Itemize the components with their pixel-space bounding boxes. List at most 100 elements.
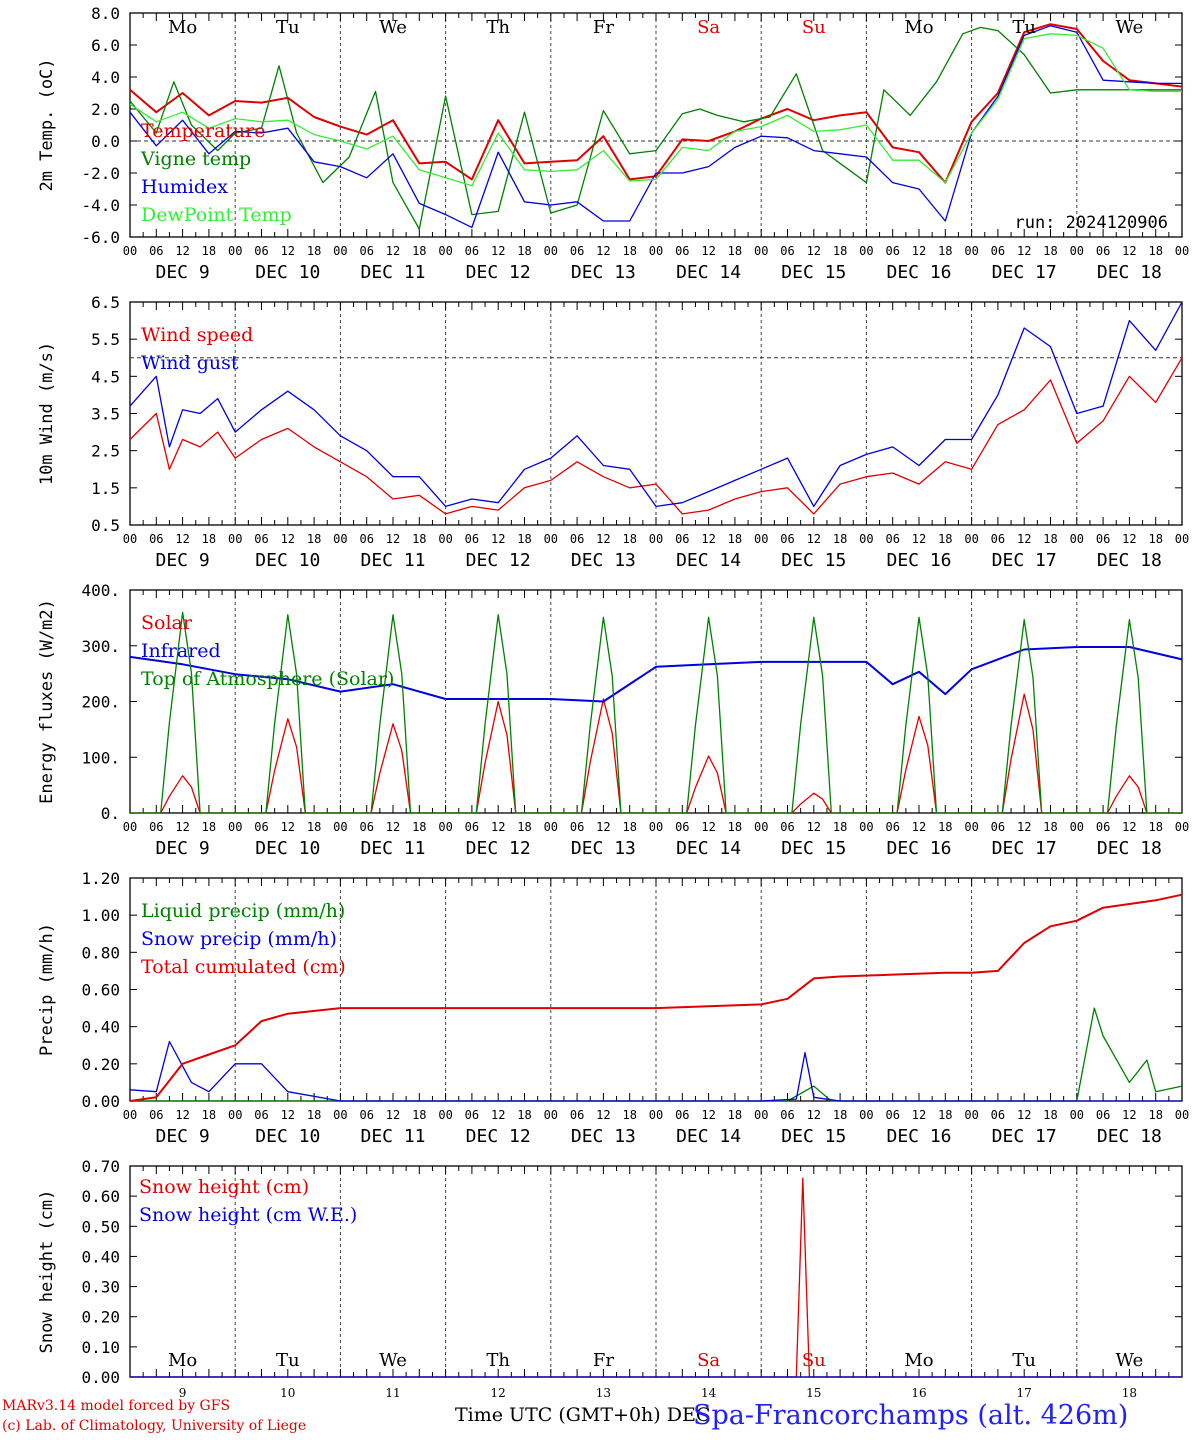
hour-label: 12 [1122, 532, 1136, 546]
hour-label: 18 [412, 244, 426, 258]
series-line [129, 357, 1183, 515]
hour-label: 00 [754, 820, 768, 834]
date-label: DEC 14 [676, 838, 741, 859]
hour-label: 06 [570, 244, 584, 258]
hour-label: 00 [544, 820, 558, 834]
hour-label: 18 [622, 244, 636, 258]
date-label: DEC 12 [466, 550, 531, 571]
hour-label: 12 [281, 1108, 295, 1122]
series-line [129, 23, 1183, 184]
hour-label: 18 [517, 1108, 531, 1122]
y-tick-label: 100. [81, 748, 120, 767]
hour-label: 06 [465, 532, 479, 546]
day-label: Mo [904, 1350, 933, 1371]
hour-label: 18 [307, 532, 321, 546]
hour-label: 00 [228, 820, 242, 834]
series-line [129, 1040, 1182, 1102]
y-tick-label: 1.5 [91, 479, 120, 498]
hour-label: 12 [701, 1108, 715, 1122]
date-label: DEC 9 [156, 838, 210, 859]
hour-label: 18 [833, 1108, 847, 1122]
hour-label: 12 [912, 1108, 926, 1122]
hour-label: 12 [386, 1108, 400, 1122]
hour-label: 00 [859, 244, 873, 258]
hour-label: 06 [570, 532, 584, 546]
hour-label: 00 [438, 244, 452, 258]
date-label: DEC 18 [1097, 1126, 1162, 1147]
hour-label: 06 [254, 244, 268, 258]
hour-label: 06 [885, 244, 899, 258]
series-line [129, 893, 1183, 1102]
hour-label: 06 [359, 532, 373, 546]
hour-label: 18 [202, 820, 216, 834]
hour-label: 00 [544, 244, 558, 258]
day-label: Sa [697, 1350, 720, 1371]
day-label: We [379, 1350, 407, 1371]
hour-label: 12 [701, 820, 715, 834]
hour-label: 18 [1043, 820, 1057, 834]
hour-label: 12 [701, 532, 715, 546]
hour-label: 18 [307, 244, 321, 258]
hour-label: 18 [517, 532, 531, 546]
y-tick-label: 5.5 [91, 330, 120, 349]
hour-label: 18 [412, 820, 426, 834]
hour-label: 00 [544, 1108, 558, 1122]
y-tick-label: -6.0 [81, 228, 120, 247]
y-tick-label: -2.0 [81, 164, 120, 183]
date-label: DEC 17 [992, 1126, 1057, 1147]
hour-label: 06 [359, 1108, 373, 1122]
series-line [129, 33, 1182, 187]
date-label: DEC 13 [571, 1126, 636, 1147]
hour-label: 00 [1175, 820, 1189, 834]
hour-label: 06 [885, 820, 899, 834]
hour-label: 06 [570, 1108, 584, 1122]
hour-label: 06 [780, 820, 794, 834]
hour-label: 12 [1017, 244, 1031, 258]
hour-label: 18 [1148, 820, 1162, 834]
date-label: DEC 15 [781, 550, 846, 571]
hour-label: 18 [833, 244, 847, 258]
hour-label: 18 [517, 244, 531, 258]
hour-label: 00 [228, 244, 242, 258]
legend-entry: Snow height (cm) [139, 1176, 309, 1198]
hour-label: 12 [491, 820, 505, 834]
date-label: DEC 12 [466, 1126, 531, 1147]
legend-entry: Top of Atmosphere (Solar) [141, 668, 394, 690]
date-label: DEC 14 [676, 262, 741, 283]
hour-label: 06 [149, 820, 163, 834]
date-label: DEC 12 [466, 262, 531, 283]
hour-label: 18 [307, 1108, 321, 1122]
hour-label: 00 [964, 820, 978, 834]
day-label: We [1116, 1350, 1144, 1371]
day-label: Th [486, 17, 510, 38]
hour-label: 18 [833, 532, 847, 546]
hour-label: 12 [281, 820, 295, 834]
hour-label: 12 [807, 1108, 821, 1122]
hour-label: 12 [491, 1108, 505, 1122]
legend-entry: Snow precip (mm/h) [141, 928, 337, 950]
date-label: DEC 18 [1097, 262, 1162, 283]
hour-label: 06 [149, 244, 163, 258]
hour-label: 06 [254, 532, 268, 546]
hour-label: 12 [596, 1108, 610, 1122]
hour-label: 12 [175, 532, 189, 546]
hour-label: 12 [491, 532, 505, 546]
legend-entry: Total cumulated (cm) [141, 956, 346, 978]
hour-label: 18 [1043, 244, 1057, 258]
hour-label: 12 [1017, 820, 1031, 834]
hour-label: 18 [622, 532, 636, 546]
day-label: Fr [593, 17, 614, 38]
hour-label: 00 [649, 244, 663, 258]
hour-label: 18 [728, 244, 742, 258]
legend-entry: Temperature [141, 120, 265, 142]
legend-entry: Vigne temp [140, 148, 251, 170]
hour-label: 18 [622, 1108, 636, 1122]
date-label: DEC 14 [676, 1126, 741, 1147]
y-tick-label: -4.0 [81, 196, 120, 215]
hour-label: 12 [1122, 820, 1136, 834]
y-tick-label: 4.0 [91, 68, 120, 87]
hour-label: 06 [675, 532, 689, 546]
hour-label: 00 [1070, 820, 1084, 834]
hour-label: 00 [228, 532, 242, 546]
hour-label: 00 [754, 244, 768, 258]
